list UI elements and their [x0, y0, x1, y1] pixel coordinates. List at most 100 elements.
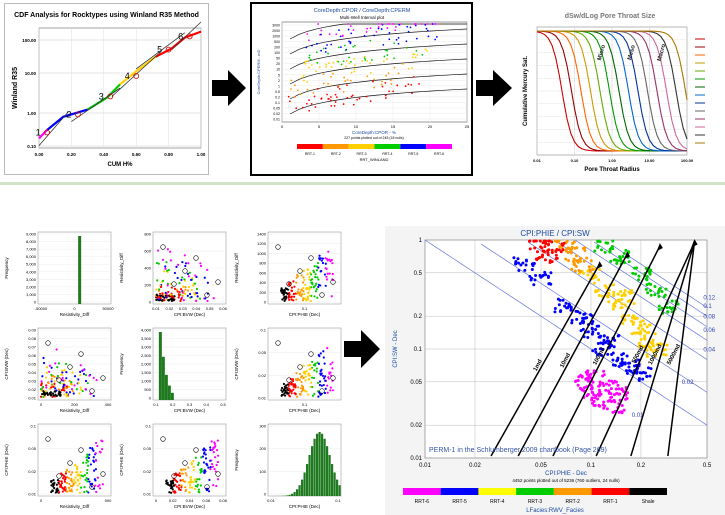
pp-point [310, 64, 313, 66]
pp-point [349, 79, 352, 82]
pp-point [377, 27, 380, 30]
grid-marker [171, 473, 177, 479]
grid-point [80, 388, 83, 391]
grid-y-tick: 200 [144, 283, 151, 288]
main-point [646, 366, 650, 370]
grid-marker [45, 340, 51, 346]
grid-point [182, 285, 185, 288]
pp-point [330, 43, 333, 46]
main-point [631, 271, 635, 275]
grid-point [80, 474, 83, 477]
grid-point [64, 470, 68, 473]
pc-zone-label: Meso [627, 44, 637, 61]
grid-point [318, 380, 322, 383]
main-point [546, 253, 550, 257]
pp-point [386, 58, 388, 61]
main-legend-label: Shale [642, 499, 655, 505]
cdf-breakpoint [44, 129, 50, 136]
grid-point [282, 297, 285, 300]
pp-point [311, 44, 313, 47]
grid-point [316, 361, 319, 364]
grid-point [184, 486, 187, 489]
grid-y-label: CPI:PHIE (Dec) [119, 444, 124, 476]
main-point [590, 387, 594, 391]
grid-point [63, 478, 66, 481]
grid-point [52, 394, 55, 397]
grid-point [299, 387, 303, 390]
grid-point [300, 384, 304, 387]
pp-point [412, 75, 415, 78]
grid-point [159, 285, 163, 289]
pp-point [328, 33, 331, 36]
grid-point [64, 489, 67, 492]
grid-point [155, 298, 158, 302]
grid-point [207, 466, 210, 469]
grid-point [95, 490, 98, 494]
cdf-y-tick: 1.00 [27, 111, 36, 116]
grid-point [187, 262, 190, 265]
grid-point [310, 273, 313, 276]
grid-point [42, 385, 45, 389]
main-point [560, 242, 564, 246]
grid-point [92, 469, 96, 472]
pp-point [346, 84, 348, 87]
grid-point [305, 299, 308, 302]
grid-point [77, 381, 80, 385]
pp-point [410, 67, 413, 69]
grid-point [285, 386, 288, 389]
pp-x-label: CoreDepth:CPOR - % [352, 130, 396, 135]
main-point [593, 249, 597, 253]
pp-point [363, 35, 366, 37]
grid-point [290, 383, 293, 386]
grid-point [57, 489, 60, 492]
grid-x-tick: 0.5 [220, 402, 226, 407]
pp-point [306, 60, 308, 63]
grid-point [216, 460, 219, 464]
grid-point [199, 471, 202, 474]
main-point [627, 361, 631, 365]
grid-point [317, 266, 320, 269]
pp-point [406, 25, 409, 28]
pp-x-tick: 0 [281, 124, 284, 129]
grid-x-tick: 0.1 [335, 498, 341, 503]
grid-point [308, 374, 311, 377]
pp-point [324, 47, 327, 50]
main-point [632, 302, 636, 306]
grid-point [291, 379, 295, 383]
grid-point [78, 474, 81, 477]
arrow-right-1 [212, 70, 246, 106]
grid-hist-bar [338, 485, 341, 496]
grid-point [85, 461, 88, 464]
grid-point [303, 371, 307, 374]
pp-point [411, 92, 413, 95]
grid-point [84, 379, 88, 383]
pp-legend-swatch [322, 144, 349, 149]
grid-x-tick: 0.01 [267, 498, 276, 503]
pp-point [373, 78, 375, 81]
pp-point [334, 93, 337, 96]
pp-point [410, 83, 413, 86]
grid-point [313, 392, 316, 396]
grid-y-tick: 0 [34, 300, 37, 305]
pp-y-tick: 10 [276, 68, 280, 72]
grid-point [204, 297, 207, 300]
grid-y-label: CPI:BVW (Dec) [4, 348, 9, 380]
main-legend-label: RRT-3 [528, 499, 543, 505]
grid-point [55, 348, 58, 351]
grid-x-tick: 0.06 [202, 498, 211, 503]
pp-point [294, 84, 296, 87]
grid-point [177, 263, 180, 266]
pp-point [371, 59, 373, 61]
grid-point [302, 269, 305, 272]
pp-point [306, 88, 309, 91]
main-point [615, 262, 619, 266]
grid-point [176, 290, 179, 293]
grid-point [315, 269, 318, 272]
grid-y-tick: 0.1 [260, 328, 266, 333]
grid-point [45, 371, 48, 374]
grid-point [167, 483, 170, 486]
main-bvw-label: 0.08 [703, 314, 715, 320]
grid-point [64, 386, 67, 389]
main-point [649, 293, 653, 297]
grid-point [68, 490, 72, 493]
